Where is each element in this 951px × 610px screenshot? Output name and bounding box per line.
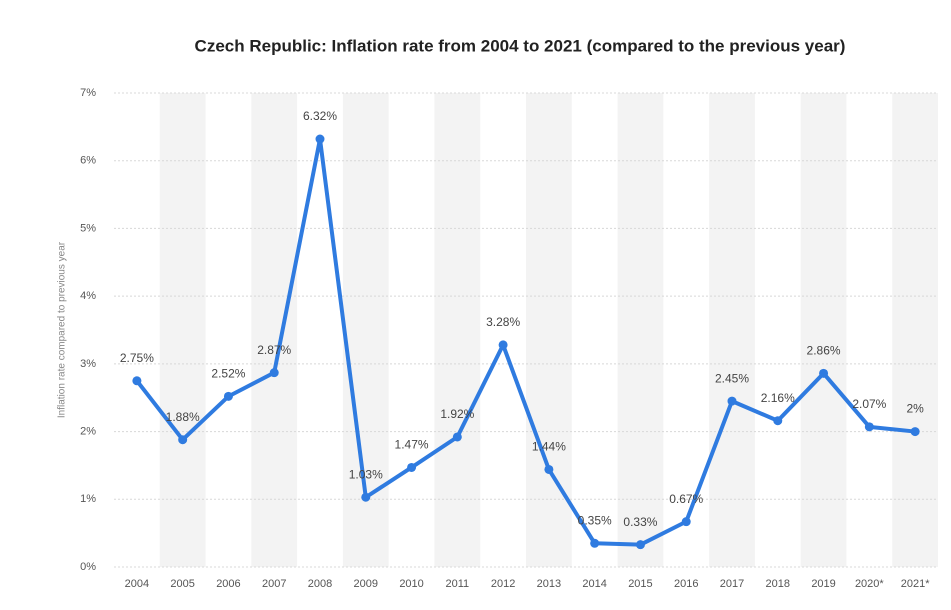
x-tick-label: 2018: [766, 578, 790, 590]
column-shade: [526, 93, 572, 567]
point: [452, 432, 462, 442]
x-tick-label: 2021*: [901, 578, 930, 590]
column-shade: [892, 93, 938, 567]
x-tick-label: 2006: [216, 578, 240, 590]
point: [498, 340, 508, 350]
x-tick-label: 2016: [674, 578, 698, 590]
y-tick-label: 6%: [80, 155, 96, 167]
point: [269, 368, 279, 378]
value-label: 2.16%: [761, 391, 795, 405]
value-label: 0.33%: [623, 515, 657, 529]
value-label: 1.47%: [395, 438, 429, 452]
point: [223, 391, 233, 401]
point: [544, 464, 554, 474]
column-shade: [709, 93, 755, 567]
x-tick-label: 2012: [491, 578, 515, 590]
value-label: 0.35%: [578, 513, 612, 527]
x-tick-label: 2020*: [855, 578, 884, 590]
y-tick-label: 5%: [80, 222, 96, 234]
value-label: 1.03%: [349, 467, 383, 481]
y-axis-label: Inflation rate compared to previous year: [57, 241, 68, 418]
value-label: 2.52%: [211, 367, 245, 381]
point: [773, 416, 783, 426]
value-label: 2.87%: [257, 343, 291, 357]
x-tick-label: 2005: [170, 578, 194, 590]
y-tick-label: 1%: [80, 493, 96, 505]
value-label: 6.32%: [303, 109, 337, 123]
point: [635, 540, 645, 550]
point: [727, 396, 737, 406]
column-shade: [251, 93, 298, 567]
point: [864, 422, 874, 432]
value-label: 2.75%: [120, 351, 154, 365]
value-label: 2.45%: [715, 371, 749, 385]
value-label: 2.07%: [852, 397, 886, 411]
point: [315, 134, 325, 144]
x-tick-label: 2017: [720, 578, 744, 590]
point: [178, 435, 188, 445]
value-label: 3.28%: [486, 315, 520, 329]
column-shade: [159, 93, 206, 567]
x-tick-label: 2010: [399, 578, 423, 590]
y-tick-label: 0%: [80, 561, 96, 573]
value-label: 2.86%: [807, 344, 841, 358]
x-tick-label: 2014: [582, 578, 606, 590]
y-tick-label: 7%: [80, 87, 96, 99]
column-shade: [434, 93, 481, 567]
y-tick-label: 3%: [80, 358, 96, 370]
value-label: 1.92%: [440, 407, 474, 421]
point: [681, 517, 691, 527]
value-label: 2%: [906, 402, 924, 416]
value-label: 1.44%: [532, 440, 566, 454]
y-tick-label: 2%: [80, 425, 96, 437]
x-tick-label: 2009: [354, 578, 378, 590]
x-tick-label: 2007: [262, 578, 286, 590]
point: [407, 462, 417, 472]
y-tick-label: 4%: [80, 290, 96, 302]
point: [361, 492, 371, 502]
line: [135, 137, 916, 547]
x-tick-label: 2013: [537, 578, 561, 590]
x-tick-label: 2011: [446, 578, 470, 590]
value-label: 0.67%: [669, 492, 703, 506]
point: [819, 368, 829, 378]
value-label: 1.88%: [166, 410, 200, 424]
x-tick-label: 2015: [628, 578, 652, 590]
point: [910, 427, 920, 437]
x-tick-label: 2004: [125, 578, 149, 590]
x-tick-label: 2019: [811, 578, 835, 590]
point: [132, 376, 142, 386]
x-tick-label: 2008: [308, 578, 332, 590]
column-shade: [800, 93, 847, 567]
point: [590, 538, 600, 548]
column-shade: [617, 93, 664, 567]
chart-title: Czech Republic: Inflation rate from 2004…: [195, 36, 846, 55]
